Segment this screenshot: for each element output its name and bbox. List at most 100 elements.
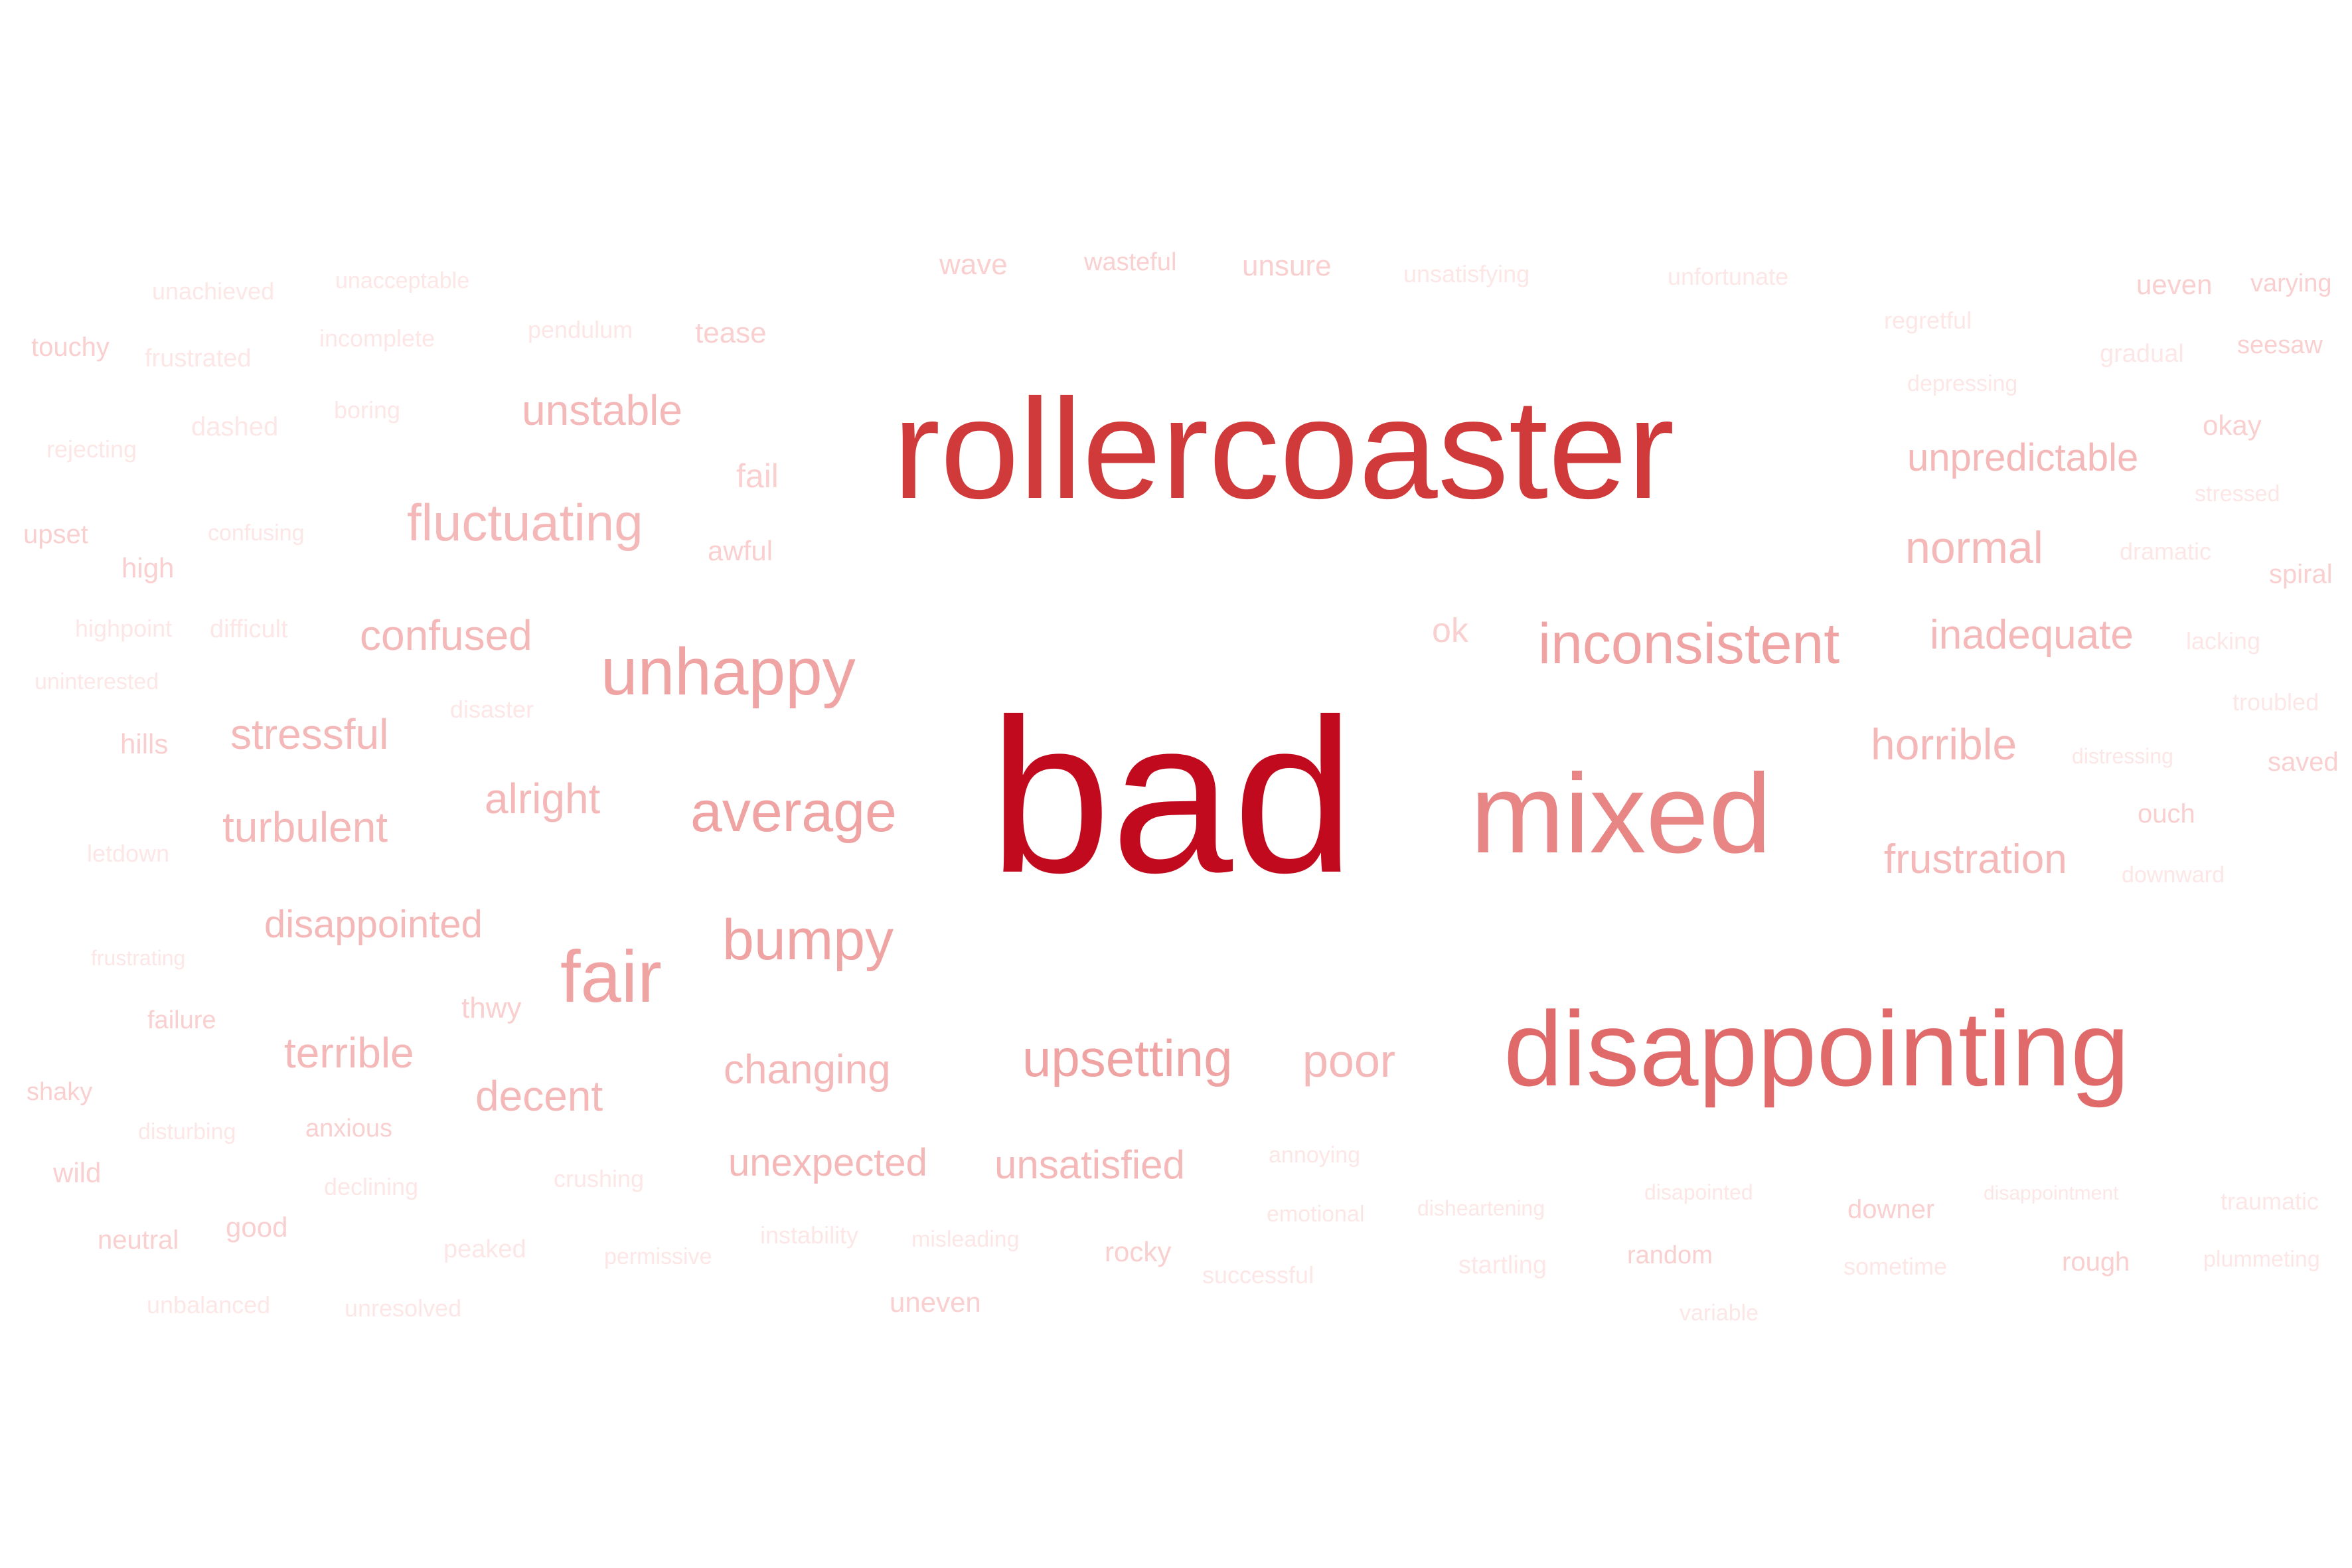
word-uninterested: uninterested [35,669,159,694]
word-wasteful: wasteful [1084,248,1177,276]
word-rough: rough [2062,1247,2130,1277]
word-horrible: horrible [1871,720,2017,769]
word-rejecting: rejecting [46,435,137,463]
word-poor: poor [1302,1035,1396,1087]
word-unachieved: unachieved [152,277,275,305]
word-unacceptable: unacceptable [335,268,470,293]
word-neutral: neutral [98,1225,179,1255]
word-touchy: touchy [31,333,110,362]
word-wave: wave [939,248,1008,281]
word-good: good [226,1212,288,1243]
word-difficult: difficult [210,615,288,643]
word-stressful: stressful [230,710,389,758]
word-mixed: mixed [1470,751,1772,877]
word-average: average [690,780,897,844]
word-disheartening: disheartening [1417,1196,1545,1220]
word-highpoint: highpoint [75,615,173,642]
word-rollercoaster: rollercoaster [893,370,1675,528]
word-terrible: terrible [284,1029,414,1077]
word-unfortunate: unfortunate [1668,263,1789,290]
word-downer: downer [1847,1195,1935,1224]
word-permissive: permissive [604,1244,712,1269]
word-high: high [121,552,175,584]
word-decent: decent [475,1072,603,1120]
word-bad: bad [989,673,1355,918]
word-tease: tease [695,317,767,349]
word-letdown: letdown [87,840,170,867]
word-wild: wild [53,1157,102,1188]
word-unsatisfied: unsatisfied [994,1142,1185,1187]
word-instability: instability [760,1221,859,1249]
word-rocky: rocky [1105,1236,1172,1267]
word-fail: fail [736,457,779,495]
word-upset: upset [23,520,88,549]
word-frustrated: frustrated [145,345,252,372]
word-plummeting: plummeting [2203,1247,2320,1272]
word-confusing: confusing [208,520,305,546]
word-upsetting: upsetting [1022,1029,1233,1087]
word-declining: declining [324,1173,419,1200]
word-ueven: ueven [2136,269,2213,300]
word-troubled: troubled [2233,688,2319,716]
word-bumpy: bumpy [722,908,894,972]
word-distressing: distressing [2072,744,2173,768]
word-traumatic: traumatic [2221,1188,2319,1215]
word-regretful: regretful [1884,307,1972,334]
word-changing: changing [724,1047,891,1093]
word-seesaw: seesaw [2237,331,2323,359]
word-okay: okay [2203,410,2262,441]
word-disturbing: disturbing [138,1119,236,1144]
word-dramatic: dramatic [2120,538,2212,565]
word-ouch: ouch [2138,799,2195,828]
word-variable: variable [1680,1300,1759,1326]
word-varying: varying [2250,270,2332,297]
word-hills: hills [120,728,169,759]
word-depressing: depressing [1907,371,2018,396]
word-unpredictable: unpredictable [1907,436,2139,479]
word-spiral: spiral [2269,560,2333,589]
word-unsure: unsure [1242,250,1332,282]
word-unsatisfying: unsatisfying [1403,260,1530,287]
word-incomplete: incomplete [319,325,435,352]
word-shaky: shaky [27,1078,93,1106]
word-disappointing: disappointing [1504,989,2130,1108]
word-inconsistent: inconsistent [1538,612,1840,676]
word-sometime: sometime [1843,1253,1948,1280]
word-unexpected: unexpected [728,1141,927,1184]
word-disaster: disaster [450,696,534,723]
word-unresolved: unresolved [345,1294,462,1322]
word-downward: downward [2122,862,2225,888]
word-unhappy: unhappy [601,635,856,709]
word-uneven: uneven [890,1287,981,1318]
word-stressed: stressed [2195,481,2280,507]
word-unbalanced: unbalanced [147,1291,271,1318]
word-pendulum: pendulum [528,316,633,343]
word-dashed: dashed [191,412,279,441]
word-normal: normal [1905,522,2043,573]
word-peaked: peaked [443,1235,526,1263]
word-confused: confused [360,611,532,659]
word-anxious: anxious [305,1115,392,1142]
word-gradual: gradual [2100,340,2184,368]
word-boring: boring [334,396,401,424]
word-ok: ok [1432,611,1468,650]
word-random: random [1627,1241,1713,1269]
word-thwy: thwy [461,992,522,1024]
word-unstable: unstable [522,386,682,434]
word-disapointed: disapointed [1644,1180,1753,1204]
word-successful: successful [1202,1261,1314,1289]
word-startling: startling [1458,1251,1547,1279]
word-frustrating: frustrating [91,946,186,970]
word-fluctuating: fluctuating [407,493,643,552]
word-inadequate: inadequate [1930,612,2134,658]
word-awful: awful [708,535,773,566]
word-turbulent: turbulent [222,803,388,851]
word-frustration: frustration [1884,836,2067,882]
word-emotional: emotional [1267,1202,1365,1227]
word-crushing: crushing [554,1165,645,1192]
word-annoying: annoying [1269,1142,1361,1168]
word-lacking: lacking [2186,627,2261,655]
word-disappointed: disappointed [264,903,483,946]
word-fair: fair [560,936,662,1018]
